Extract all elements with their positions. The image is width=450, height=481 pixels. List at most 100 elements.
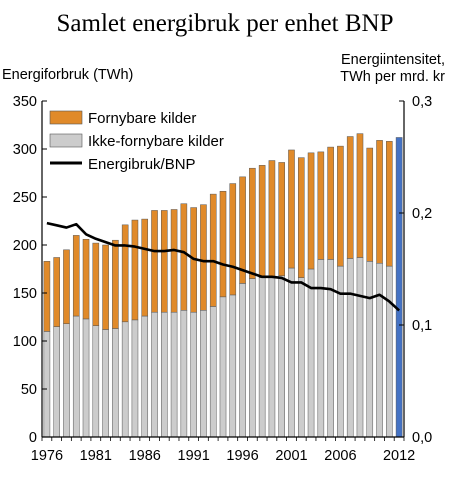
bar-1987-s0	[151, 311, 158, 438]
y-tick-label: 350	[13, 94, 37, 110]
y2-tick-label: 0,2	[412, 206, 432, 222]
bar-1990-s0	[180, 310, 188, 438]
legend-label-ikke-fornybare: Ikke-fornybare kilder	[88, 133, 224, 150]
bar-1993-s1	[209, 193, 217, 307]
bar-2007-s1	[346, 136, 354, 259]
y2-tick-label: 0,0	[412, 430, 432, 446]
legend-label-energibruk-bnp: Energibruk/BNP	[88, 156, 196, 173]
bar-2010-s1	[376, 140, 383, 264]
bar-2002-s1	[297, 157, 305, 278]
bar-2007-s0	[346, 258, 354, 438]
bar-1991-s0	[190, 311, 197, 438]
bar-1995-s0	[229, 294, 237, 438]
bar-1996-s0	[239, 283, 246, 438]
bar-2009-s1	[366, 147, 374, 262]
bar-1983-s1	[112, 239, 119, 329]
bar-1979-s1	[72, 235, 80, 317]
y-axis-title: Energiforbruk (TWh)	[2, 67, 133, 83]
bar-1976-s0	[43, 331, 51, 438]
bar-1994-s0	[219, 296, 227, 438]
bar-2000-s1	[278, 162, 285, 276]
bar-2005-s1	[327, 146, 334, 260]
bar-1994-s1	[219, 190, 227, 298]
x-tick-label: 1986	[129, 448, 161, 464]
bar-2006-s1	[337, 145, 344, 267]
x-tick-label: 2001	[275, 448, 307, 464]
bar-2004-s1	[317, 151, 325, 260]
bar-2003-s1	[307, 152, 315, 270]
bar-2001-s1	[288, 149, 295, 269]
bar-1989-s1	[170, 209, 178, 313]
bar-1979-s0	[72, 315, 80, 438]
bar-1982-s0	[102, 329, 109, 438]
bar-2011-s0	[386, 265, 393, 438]
bar-1978-s0	[63, 323, 70, 438]
bar-2009-s0	[366, 261, 374, 438]
y2-axis-title-line2: TWh per mrd. kr	[340, 69, 445, 85]
bar-1976-s1	[43, 261, 51, 332]
y-tick-label: 200	[13, 238, 37, 254]
bar-1984-s1	[121, 224, 129, 323]
bar-1988-s1	[161, 210, 168, 313]
y-tick-label: 50	[21, 382, 37, 398]
bar-2004-s0	[317, 259, 325, 438]
x-tick-label: 1981	[80, 448, 112, 464]
y-tick-label: 0	[29, 430, 37, 446]
x-tick-label: 1996	[226, 448, 258, 464]
bar-1978-s1	[63, 249, 70, 324]
bar-1992-s0	[200, 310, 207, 438]
x-tick-label: 2012	[383, 448, 415, 464]
bar-1997-s1	[249, 167, 256, 279]
chart-title: Samlet energibruk per enhet BNP	[57, 10, 394, 37]
y2-axis-title-line1: Energiintensitet,	[341, 52, 445, 68]
legend-label-fornybare: Fornybare kilder	[88, 110, 196, 127]
bar-1977-s0	[53, 326, 60, 438]
bar-1984-s0	[121, 321, 129, 438]
bar-1995-s1	[229, 183, 237, 296]
bar-1989-s0	[170, 311, 178, 438]
bar-1999-s1	[268, 160, 276, 278]
bar-1990-s1	[180, 203, 188, 311]
bar-1982-s1	[102, 244, 109, 330]
bar-1999-s0	[268, 277, 276, 438]
bar-2005-s0	[327, 259, 334, 438]
x-tick-label: 2006	[324, 448, 356, 464]
y-tick-label: 150	[13, 286, 37, 302]
y-tick-label: 100	[13, 334, 37, 350]
y-tick-label: 250	[13, 190, 37, 206]
bar-2000-s0	[278, 275, 285, 438]
bar-1983-s0	[112, 328, 119, 438]
bar-1981-s0	[92, 325, 100, 438]
bar-1980-s1	[82, 238, 90, 320]
bar-1992-s1	[200, 204, 207, 311]
ticks-layer: 0 50 100 150 200 250 300 350 0,0 0,1 0,2 0,3 1976 198…	[13, 94, 432, 464]
axes-layer	[41, 101, 405, 438]
y2-tick-label: 0,1	[412, 318, 432, 334]
bar-1986-s1	[141, 218, 149, 317]
legend-swatch-ikke-fornybare	[49, 133, 83, 148]
x-tick-label: 1976	[31, 448, 63, 464]
line-layer	[46, 221, 400, 312]
bar-1981-s1	[92, 242, 100, 326]
x-tick-label: 1991	[178, 448, 210, 464]
bar-2002-s0	[297, 277, 305, 438]
y2-tick-label: 0,3	[412, 94, 432, 110]
y-tick-label: 300	[13, 142, 37, 158]
bar-1986-s0	[141, 315, 149, 438]
bars-layer	[43, 133, 403, 438]
bar-1987-s1	[151, 210, 158, 313]
bar-1993-s0	[209, 306, 217, 438]
bar-1996-s1	[239, 176, 246, 284]
bar-2010-s0	[376, 262, 383, 438]
bar-2011-s1	[386, 141, 393, 267]
bar-1988-s0	[161, 311, 168, 438]
bar-2012-s2	[395, 137, 403, 438]
bar-2008-s0	[356, 257, 364, 438]
bar-2001-s0	[288, 267, 295, 438]
legend: Fornybare kilder Ikke-fornybare kilder E…	[49, 110, 224, 173]
bar-1997-s0	[249, 278, 256, 438]
bar-1980-s0	[82, 318, 90, 438]
bar-1998-s0	[258, 277, 266, 438]
bar-2003-s0	[307, 268, 315, 438]
